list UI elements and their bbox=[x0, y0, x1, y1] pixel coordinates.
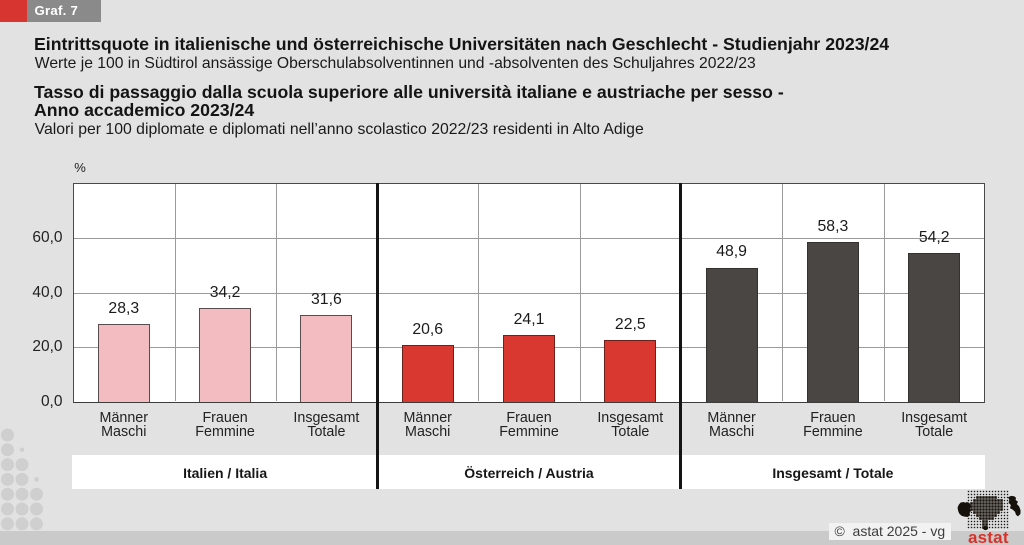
svg-text:astat: astat bbox=[968, 528, 1009, 545]
